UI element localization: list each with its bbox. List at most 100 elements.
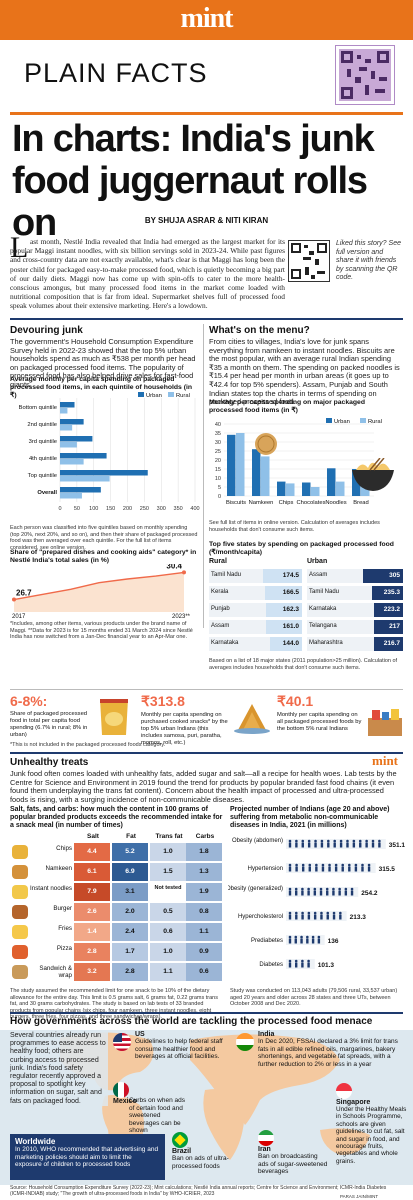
qr-pattern-icon	[341, 51, 389, 99]
devouring-text: The government's Household Consumption E…	[10, 337, 196, 389]
person-icon	[348, 866, 351, 872]
fact-3-value: ₹40.1	[277, 693, 314, 709]
bar-urban	[60, 470, 148, 476]
qr-note: Liked this story? See full version and s…	[336, 240, 401, 281]
singapore-name: Singapore	[336, 1099, 371, 1106]
treats-heading: Unhealthy treats	[10, 757, 89, 768]
person-icon	[295, 866, 298, 872]
person-icon	[354, 863, 358, 867]
brazil-name: Brazil	[172, 1148, 192, 1155]
ncd-value: 101.3	[318, 962, 335, 969]
ncd-title: Projected number of Indians (age 20 and …	[230, 806, 390, 829]
ncd-bar-bg	[286, 959, 315, 969]
treats-text: Junk food often comes loaded with unheal…	[10, 769, 397, 804]
person-icon	[339, 914, 342, 920]
person-icon	[301, 887, 304, 891]
items-chart: 0 5 10 15 20 25 30 35 40 Biscuits Namkeen Chips Choc…	[215, 418, 382, 506]
person-icon	[301, 863, 305, 867]
nestle-x-end: 2023**	[172, 614, 191, 620]
person-icon	[327, 842, 330, 848]
category-label: Noodles	[325, 500, 346, 506]
mexico-text: Curbs on when ads of certain food and sw…	[129, 1097, 186, 1134]
food-icon	[12, 845, 28, 859]
person-icon	[301, 839, 305, 843]
state-bar	[264, 586, 302, 600]
nestle-chart-title: Share of "prepared dishes and cooking ai…	[10, 549, 197, 564]
salt-col-header: Carbs	[195, 833, 215, 840]
urban-label: Urban	[307, 558, 328, 565]
food-name: Chips	[56, 845, 72, 852]
items-chart-title: Monthly per capita spending on major pac…	[209, 399, 365, 414]
person-icon	[365, 839, 368, 843]
person-icon	[301, 890, 304, 896]
person-icon	[378, 842, 381, 848]
country-iran: Iran Ban on broadcasting ads of sugar-sw…	[258, 1130, 328, 1176]
bar-urban	[60, 419, 84, 425]
salt-cell: Not tested	[150, 883, 186, 901]
salt-title: Salt, fats, and carbs: how much the cont…	[10, 806, 223, 829]
person-icon	[315, 863, 318, 867]
person-icon	[317, 935, 321, 939]
person-icon	[288, 935, 292, 939]
state-value: 162.3	[282, 606, 299, 613]
salt-cell: 0.6	[150, 923, 186, 941]
x-tick-label: 0	[58, 506, 61, 512]
person-icon	[339, 842, 343, 848]
bar-urban	[60, 436, 93, 442]
intro-text: ast month, Nestlé India revealed that In…	[10, 237, 285, 311]
x-tick-label: 250	[140, 506, 149, 512]
person-icon	[307, 959, 310, 963]
person-icon	[326, 890, 329, 896]
person-icon	[307, 911, 311, 915]
person-icon	[361, 866, 364, 872]
y-tick-label: 15	[215, 467, 221, 473]
world-intro: Several countries already run programmes…	[10, 1032, 108, 1106]
x-tick-label: 50	[74, 506, 80, 512]
food-name: Instant noodles	[30, 885, 72, 892]
devouring-heading: Devouring junk	[10, 325, 83, 336]
salt-cell: 4.4	[74, 843, 110, 861]
person-icon	[332, 914, 336, 920]
state-bar	[265, 620, 302, 634]
section-label: PLAIN FACTS	[24, 58, 208, 88]
x-tick-label: 300	[157, 506, 166, 512]
person-icon	[294, 887, 298, 891]
country-singapore: Singapore Under the Healthy Meals in Sch…	[336, 1083, 408, 1165]
singapore-flag-icon	[336, 1083, 352, 1099]
salt-cell: 5.2	[112, 843, 148, 861]
india-name: India	[258, 1031, 275, 1038]
category-label: 2nd quintile	[27, 422, 57, 428]
person-icon	[313, 914, 317, 920]
person-icon	[378, 839, 381, 843]
india-flag-icon	[236, 1033, 254, 1051]
legend-label: Urban	[146, 393, 162, 399]
iran-name: Iran	[258, 1146, 271, 1153]
person-icon	[288, 938, 292, 944]
person-icon	[307, 839, 311, 843]
person-icon	[325, 887, 329, 891]
bar-urban	[277, 481, 286, 496]
ncd-value: 315.5	[379, 866, 396, 873]
person-icon	[341, 866, 344, 872]
state-value: 235.3	[383, 589, 400, 596]
x-tick-label: 350	[174, 506, 183, 512]
salt-note: The study assumed the recommended limit …	[10, 988, 218, 1020]
worldwide-label: Worldwide	[15, 1137, 56, 1146]
person-icon	[359, 842, 362, 848]
person-icon	[334, 863, 338, 867]
category-label: Biscuits	[226, 500, 246, 506]
food-icon	[12, 945, 28, 959]
food-icon	[12, 965, 28, 979]
salt-cell: 3.1	[112, 883, 148, 901]
food-name: Sandwich & wrap	[39, 965, 72, 979]
person-icon	[367, 863, 371, 867]
person-icon	[346, 842, 349, 848]
person-icon	[301, 962, 304, 968]
byline: BY SHUJA ASRAR & NITI KIRAN	[144, 216, 269, 225]
state-name: Karnataka	[309, 606, 337, 612]
bar-rural	[286, 483, 295, 496]
bar-rural	[261, 456, 270, 496]
iran-text: Ban on broadcasting ads of sugar-sweeten…	[258, 1153, 328, 1175]
worldwide-box: Worldwide In 2010, WHO recommended that …	[10, 1134, 165, 1180]
person-icon	[295, 842, 298, 848]
